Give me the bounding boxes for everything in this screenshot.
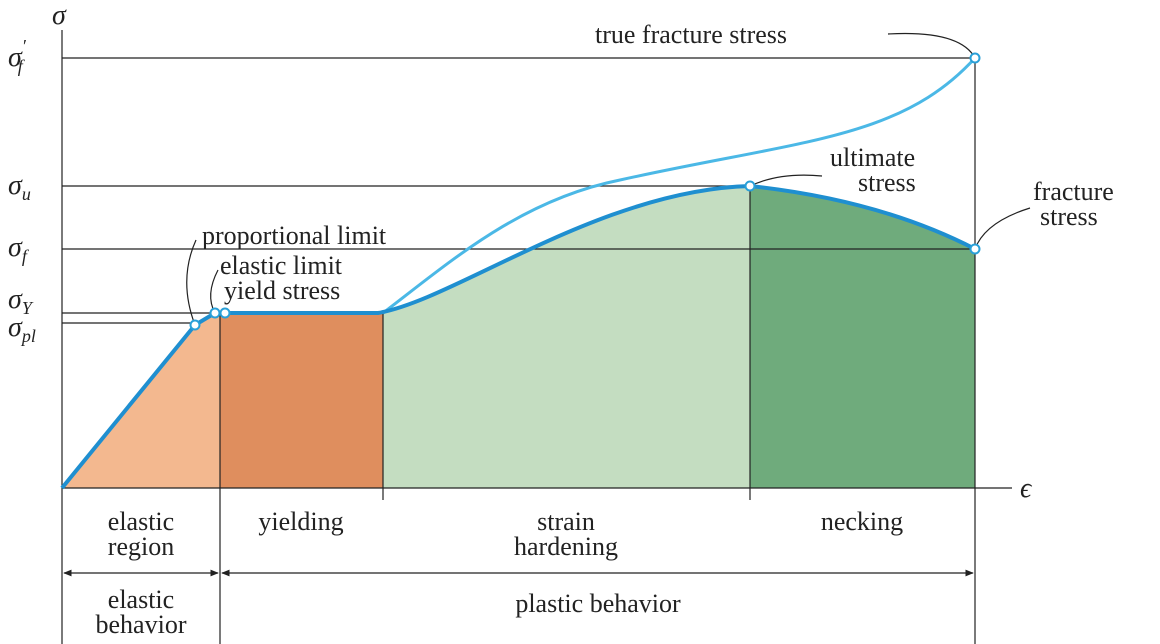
level-label: σf [8, 232, 30, 266]
level-label: σY [8, 284, 34, 318]
engineering-curve [60, 183, 976, 490]
region-label: necking [821, 507, 903, 536]
behavior-label: elastic behavior [96, 585, 187, 639]
point [969, 243, 981, 255]
annotation: fracture stress [1033, 177, 1114, 231]
elastic-fill [62, 313, 220, 488]
point [209, 307, 221, 319]
region-label: elastic region [108, 507, 174, 561]
annotation: true fracture stress [595, 20, 787, 49]
annotation: proportional limit [202, 221, 387, 250]
leader [974, 207, 1031, 250]
true-curve [382, 56, 977, 315]
level-label: σu [8, 170, 31, 204]
leader [887, 32, 976, 59]
yielding-fill [220, 313, 383, 488]
behavior-label: plastic behavior [515, 589, 681, 618]
annotation: elastic limit [220, 251, 343, 280]
annotation: yield stress [224, 276, 340, 305]
point [969, 52, 981, 64]
annotation: ultimate stress [830, 143, 916, 197]
leader [210, 269, 219, 314]
region-label: yielding [258, 507, 343, 536]
necking-fill [750, 186, 975, 488]
hardening-fill [383, 186, 750, 488]
x-axis-label: ϵ [1020, 473, 1033, 504]
level-label: σ′ f [8, 36, 27, 76]
level-label: σpl [8, 312, 36, 346]
y-axis-label: σ [52, 0, 67, 31]
point [219, 307, 231, 319]
leader [186, 239, 197, 326]
region-label: strain hardening [514, 507, 618, 561]
leader [749, 174, 823, 187]
point [189, 319, 201, 331]
point [744, 180, 756, 192]
